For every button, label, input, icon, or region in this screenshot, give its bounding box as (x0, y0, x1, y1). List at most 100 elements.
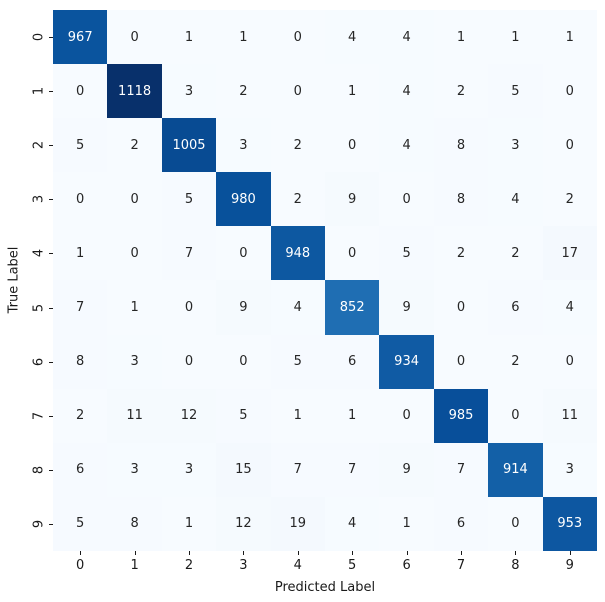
x-tick-mark-3 (243, 551, 245, 555)
heatmap-cell-r1-c2: 3 (161, 64, 217, 119)
heatmap-cell-r9-c7: 6 (433, 496, 489, 551)
x-tick-mark-0 (80, 551, 82, 555)
y-tick-mark-9 (49, 523, 53, 525)
x-tick-mark-2 (189, 551, 190, 555)
heatmap-cell-r3-c5: 9 (325, 172, 380, 227)
heatmap-cell-r8-c9: 3 (542, 442, 597, 497)
y-tick-label-5: 5 (31, 303, 47, 312)
y-tick-mark-8 (49, 469, 53, 471)
x-tick-label-6: 6 (402, 558, 411, 573)
heatmap-cell-r4-c5: 0 (325, 226, 380, 281)
x-tick-mark-6 (406, 551, 408, 555)
heatmap-cell-r4-c6: 5 (379, 226, 434, 281)
heatmap-cell-r6-c2: 0 (161, 334, 217, 389)
heatmap-cell-r1-c4: 0 (270, 64, 325, 119)
x-tick-mark-1 (134, 551, 136, 555)
heatmap-cell-r0-c9: 1 (542, 10, 597, 65)
heatmap-cell-r7-c0: 2 (53, 388, 108, 443)
y-tick-label-1: 1 (31, 87, 47, 96)
heatmap-cell-r0-c7: 1 (433, 10, 489, 65)
heatmap-cell-r2-c1: 2 (107, 118, 162, 173)
heatmap-cell-r8-c8: 914 (488, 442, 543, 497)
heatmap-cell-r2-c8: 3 (488, 118, 543, 173)
heatmap-cell-r1-c3: 2 (216, 64, 271, 119)
heatmap-cell-r4-c2: 7 (161, 226, 217, 281)
x-tick-mark-4 (297, 551, 299, 555)
x-axis-label: Predicted Label (274, 580, 376, 595)
x-tick-mark-9 (569, 551, 571, 555)
heatmap-cell-r6-c8: 2 (488, 334, 543, 389)
heatmap-cell-r9-c9: 953 (542, 496, 597, 551)
heatmap-cell-r8-c2: 3 (161, 442, 217, 497)
y-tick-mark-5 (49, 307, 53, 309)
y-tick-mark-0 (49, 37, 53, 39)
heatmap-cell-r7-c7: 985 (433, 388, 489, 443)
heatmap-cell-r3-c7: 8 (433, 172, 489, 227)
heatmap-cell-r2-c7: 8 (433, 118, 489, 173)
x-tick-label-9: 9 (565, 558, 574, 573)
y-tick-mark-6 (49, 361, 53, 363)
heatmap-cell-r1-c7: 2 (433, 64, 489, 119)
x-tick-mark-7 (461, 551, 462, 555)
heatmap-cell-r4-c3: 0 (216, 226, 271, 281)
y-tick-mark-2 (49, 145, 53, 147)
heatmap-cell-r9-c5: 4 (325, 496, 380, 551)
heatmap-cell-r3-c1: 0 (107, 172, 162, 227)
heatmap-cell-r3-c8: 4 (488, 172, 543, 227)
heatmap-cell-r8-c6: 9 (379, 442, 434, 497)
heatmap-cell-r1-c5: 1 (325, 64, 380, 119)
heatmap-cell-r3-c3: 980 (216, 172, 271, 227)
heatmap-cell-r4-c0: 1 (53, 226, 108, 281)
heatmap-cell-r2-c0: 5 (53, 118, 108, 173)
heatmap-cell-r8-c1: 3 (107, 442, 162, 497)
heatmap-cell-r9-c2: 1 (161, 496, 217, 551)
heatmap-cell-r1-c0: 0 (53, 64, 108, 119)
heatmap-cell-r0-c2: 1 (161, 10, 217, 65)
y-tick-mark-1 (49, 91, 53, 93)
heatmap-cell-r7-c9: 11 (542, 388, 597, 443)
heatmap-cell-r1-c1: 1118 (107, 64, 162, 119)
heatmap-cell-r6-c9: 0 (542, 334, 597, 389)
heatmap-cell-r9-c1: 8 (107, 496, 162, 551)
x-tick-label-3: 3 (239, 558, 248, 573)
heatmap-cell-r9-c6: 1 (379, 496, 434, 551)
heatmap-cell-r6-c6: 934 (379, 334, 434, 389)
heatmap-cell-r0-c8: 1 (488, 10, 543, 65)
heatmap-cell-r4-c9: 17 (542, 226, 597, 281)
heatmap-cell-r8-c0: 6 (53, 442, 108, 497)
y-tick-label-0: 0 (31, 32, 47, 42)
heatmap-cell-r4-c7: 2 (433, 226, 489, 281)
y-tick-mark-3 (49, 199, 53, 201)
heatmap-cell-r0-c4: 0 (270, 10, 325, 65)
heatmap-cell-r7-c2: 12 (161, 388, 217, 443)
heatmap-cell-r7-c6: 0 (379, 388, 434, 443)
heatmap-cell-r0-c5: 4 (325, 10, 380, 65)
x-tick-label-8: 8 (511, 558, 520, 573)
heatmap-cell-r5-c0: 7 (53, 280, 108, 335)
heatmap-cell-r8-c7: 7 (433, 442, 489, 497)
heatmap-cell-r2-c6: 4 (379, 118, 434, 173)
heatmap-cell-r5-c7: 0 (433, 280, 489, 335)
heatmap-cell-r1-c9: 0 (542, 64, 597, 119)
heatmap-cell-r4-c1: 0 (107, 226, 162, 281)
heatmap-cell-r3-c4: 2 (270, 172, 325, 227)
heatmap-cell-r7-c8: 0 (488, 388, 543, 443)
heatmap-cell-r6-c4: 5 (270, 334, 325, 389)
heatmap-cell-r9-c8: 0 (488, 496, 543, 551)
y-tick-label-4: 4 (31, 249, 47, 258)
x-tick-mark-8 (515, 551, 517, 555)
y-tick-mark-4 (49, 253, 53, 255)
heatmap-cell-r3-c2: 5 (161, 172, 217, 227)
heatmap-cell-r2-c9: 0 (542, 118, 597, 173)
y-tick-label-7: 7 (31, 411, 47, 420)
heatmap-cell-r3-c0: 0 (53, 172, 108, 227)
heatmap-cell-r7-c4: 1 (270, 388, 325, 443)
heatmap-cell-r0-c1: 0 (107, 10, 162, 65)
y-tick-mark-7 (49, 415, 53, 417)
heatmap-cell-r8-c3: 15 (216, 442, 271, 497)
heatmap: 967 0 1 1 0 4 4 1 1 1 0 1118 3 2 0 1 4 2 5 0 5 2 1005 3 2 0 4 8 3 0 0 0… (53, 10, 597, 551)
heatmap-cell-r1-c8: 5 (488, 64, 543, 119)
x-tick-label-4: 4 (293, 558, 302, 573)
heatmap-cell-r2-c2: 1005 (161, 118, 217, 173)
